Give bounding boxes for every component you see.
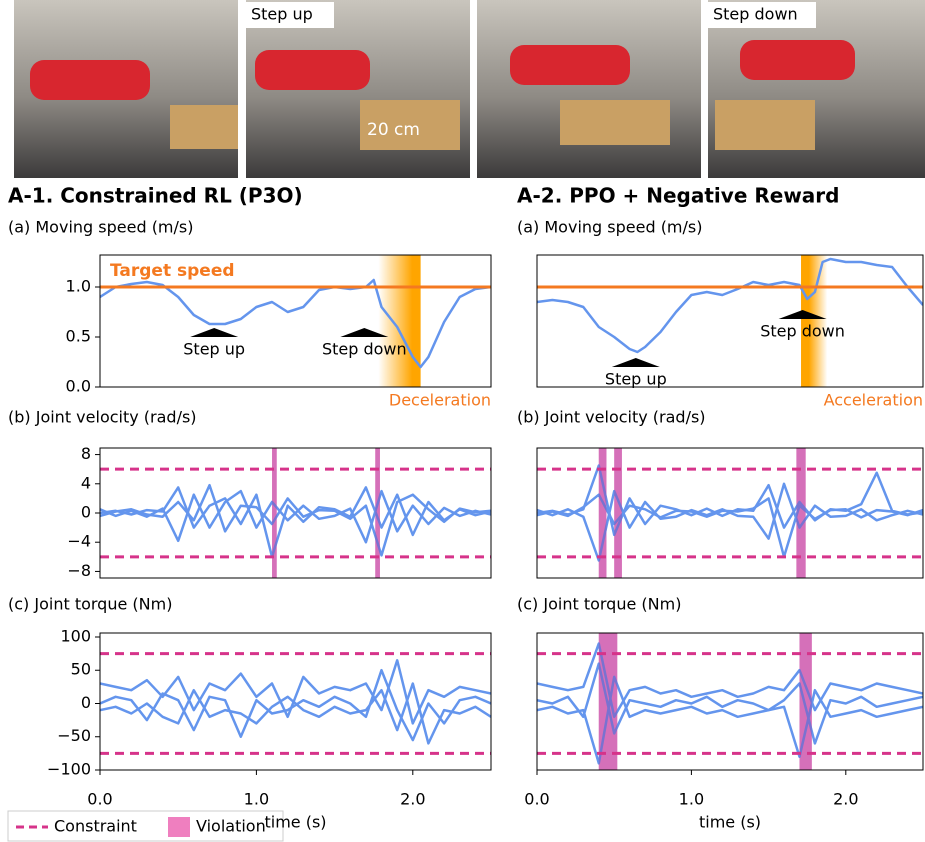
plot-area xyxy=(537,255,923,387)
photo-label: Step down xyxy=(713,5,798,24)
plot-area xyxy=(537,633,923,770)
y-tick-label: 1.0 xyxy=(66,277,91,296)
annotation-arrow xyxy=(611,358,660,367)
data-line xyxy=(537,662,923,745)
plot-frame xyxy=(99,632,492,771)
violation xyxy=(796,448,806,578)
data-line xyxy=(100,483,491,557)
data-line xyxy=(537,642,923,719)
photo-label: Step up xyxy=(251,5,313,24)
photo-label-bg xyxy=(246,2,334,28)
robot xyxy=(740,40,855,80)
data-line xyxy=(100,486,491,559)
violation-overlay xyxy=(375,448,380,578)
violation-overlay xyxy=(799,633,812,770)
y-tick-label: 8 xyxy=(81,444,91,463)
plot-frame xyxy=(536,632,924,771)
photos: Step up 20 cm Step down xyxy=(14,0,925,178)
legend-label: Constraint xyxy=(54,817,137,836)
band-label: Acceleration xyxy=(824,391,923,410)
step-box xyxy=(360,100,460,150)
x-tick-label: 2.0 xyxy=(400,790,425,809)
legend-label: Violation xyxy=(196,817,266,836)
band xyxy=(378,255,421,387)
violation xyxy=(799,633,812,770)
plot-frame xyxy=(536,447,924,579)
robot xyxy=(255,50,370,90)
legend-frame xyxy=(7,810,284,842)
chart-title: (b) Joint velocity (rad/s) xyxy=(517,408,706,427)
y-tick-label: 0.5 xyxy=(66,327,91,346)
step-box xyxy=(715,100,815,150)
y-tick-label: 0.0 xyxy=(66,377,91,396)
annotation-arrow xyxy=(778,310,827,319)
violation xyxy=(272,448,277,578)
violation xyxy=(614,448,622,578)
y-tick-label: −8 xyxy=(67,561,91,580)
violation xyxy=(375,448,380,578)
robot xyxy=(30,60,150,100)
band xyxy=(801,255,828,387)
legend-swatch xyxy=(168,817,190,837)
step-box xyxy=(560,100,670,145)
x-tick-label: 0.0 xyxy=(87,790,112,809)
annotation-label: Step down xyxy=(322,340,407,359)
chart-title: (a) Moving speed (m/s) xyxy=(517,218,702,237)
y-tick-label: 0 xyxy=(81,503,91,522)
y-tick-label: −50 xyxy=(57,726,91,745)
x-axis-label: time (s) xyxy=(264,813,326,832)
violation-overlay xyxy=(598,633,618,770)
violation-overlay xyxy=(614,448,622,578)
data-line xyxy=(100,278,491,369)
plot-area xyxy=(100,255,491,387)
plot-frame xyxy=(99,254,492,388)
y-tick-label: −4 xyxy=(67,532,91,551)
chart-title: (b) Joint velocity (rad/s) xyxy=(8,408,197,427)
data-line xyxy=(537,493,923,559)
x-tick-label: 1.0 xyxy=(679,790,704,809)
annotation-label: Step up xyxy=(605,370,667,389)
x-tick-label: 2.0 xyxy=(833,790,858,809)
photo-label: 20 cm xyxy=(367,120,420,140)
plot-area xyxy=(537,448,923,578)
y-tick-label: 0 xyxy=(81,693,91,712)
plot-area xyxy=(100,448,491,578)
data-line xyxy=(537,257,923,354)
violation-overlay xyxy=(796,448,806,578)
target-label: Target speed xyxy=(110,261,235,281)
y-tick-label: 100 xyxy=(60,626,91,645)
data-line xyxy=(537,464,923,537)
y-tick-label: 50 xyxy=(71,660,91,679)
column-title: A-2. PPO + Negative Reward xyxy=(517,184,839,208)
column-title: A-1. Constrained RL (P3O) xyxy=(8,184,303,208)
data-line xyxy=(100,668,491,742)
data-line xyxy=(537,675,923,765)
photo xyxy=(477,0,701,178)
robot xyxy=(510,45,630,85)
band-label: Deceleration xyxy=(389,391,491,410)
annotation-arrow xyxy=(340,328,389,337)
x-tick-label: 1.0 xyxy=(244,790,269,809)
data-line xyxy=(537,482,923,562)
x-axis-label: time (s) xyxy=(699,813,761,832)
y-tick-label: 4 xyxy=(81,473,91,492)
annotation-arrow xyxy=(190,328,239,337)
violation-overlay xyxy=(598,448,607,578)
data-line xyxy=(100,682,491,745)
violation-overlay xyxy=(272,448,277,578)
annotation-label: Step up xyxy=(183,340,245,359)
violation xyxy=(598,448,607,578)
x-tick-label: 0.0 xyxy=(524,790,549,809)
plot-area xyxy=(100,652,491,755)
step-box xyxy=(170,105,238,149)
photo-label-bg xyxy=(708,2,816,28)
chart-title: (c) Joint torque (Nm) xyxy=(517,595,681,614)
annotation-label: Step down xyxy=(760,322,845,341)
legend xyxy=(7,810,284,842)
y-tick-label: −100 xyxy=(47,760,91,779)
chart-title: (c) Joint torque (Nm) xyxy=(8,595,172,614)
chart-title: (a) Moving speed (m/s) xyxy=(8,218,193,237)
plot-frame xyxy=(536,254,924,388)
